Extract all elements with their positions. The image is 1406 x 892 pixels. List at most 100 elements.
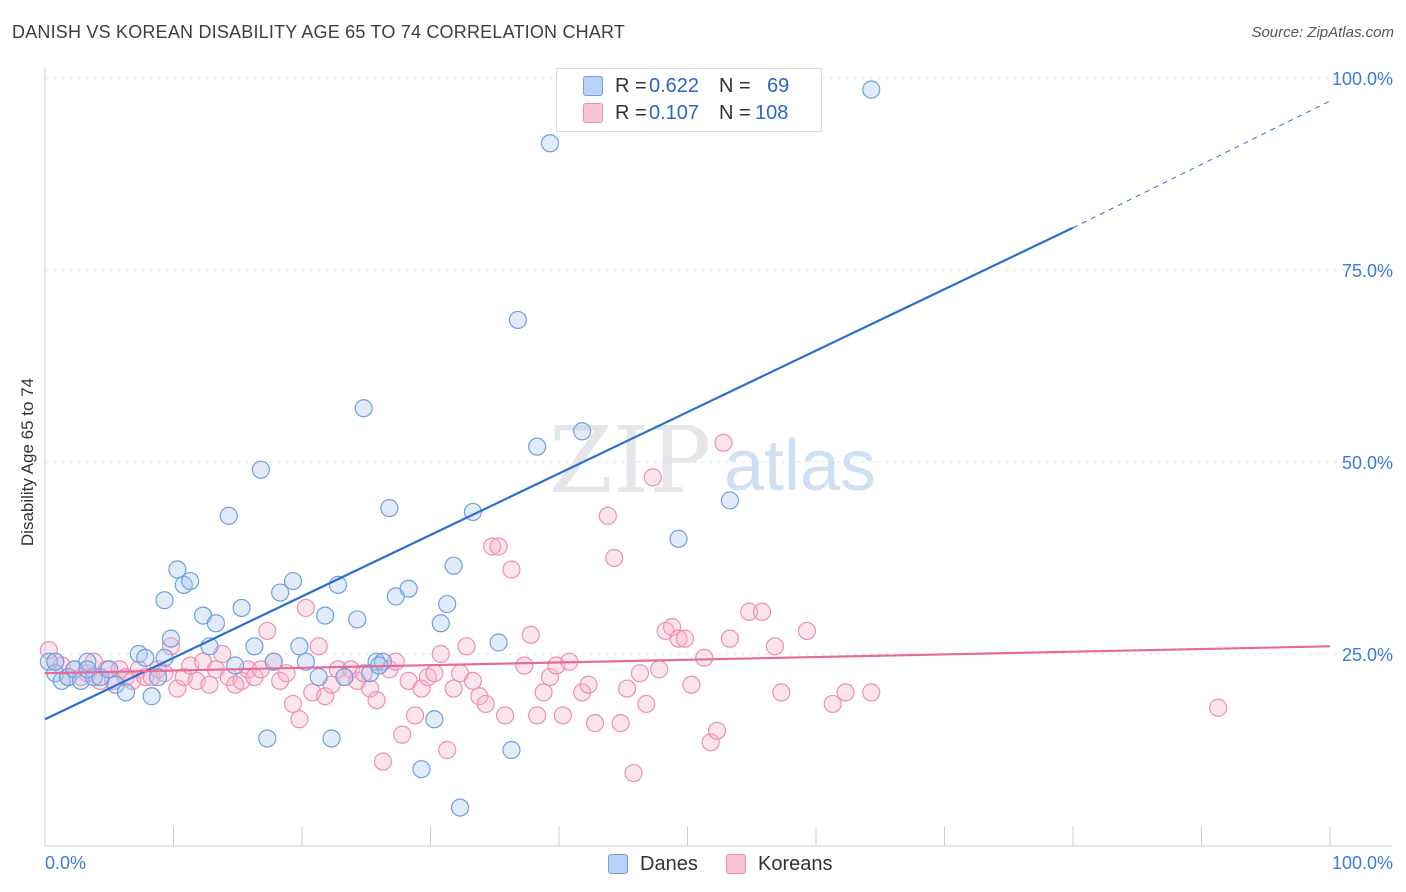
korean-point <box>650 660 669 679</box>
korean-point <box>521 625 540 644</box>
korean-point <box>637 694 656 714</box>
danes-swatch <box>608 854 628 874</box>
dane-point <box>161 629 181 648</box>
dane-point <box>489 633 508 652</box>
dane-point <box>508 310 527 330</box>
dane-point <box>528 437 547 456</box>
korean-point <box>168 679 187 698</box>
korean-point <box>463 671 483 690</box>
danes-trend-line <box>44 226 1074 721</box>
source-label: Source: ZipAtlas.com <box>1251 24 1394 41</box>
korean-point <box>675 629 695 648</box>
dane-point <box>232 598 251 618</box>
korean-point <box>605 548 624 568</box>
dane-point <box>78 652 97 671</box>
axes <box>44 68 1392 847</box>
dane-point <box>425 710 444 729</box>
korean-point <box>309 637 328 656</box>
danes-label: Danes <box>640 852 698 875</box>
dane-point <box>155 591 174 610</box>
dane-point <box>206 614 226 633</box>
korean-point <box>200 675 219 694</box>
legend-row-danes: R = 0.622 N = 69 <box>583 74 789 98</box>
korean-point <box>290 710 309 729</box>
koreans-label: Koreans <box>758 852 833 875</box>
dane-point <box>39 652 58 671</box>
korean-point <box>618 679 637 698</box>
korean-point <box>515 656 534 675</box>
dane-point <box>142 687 161 706</box>
bottom-legend-danes: Danes <box>608 852 698 876</box>
korean-point <box>316 687 335 706</box>
korean-point <box>405 706 425 725</box>
legend-n-label: N = <box>719 74 751 97</box>
korean-point <box>765 637 784 656</box>
korean-point <box>695 648 714 667</box>
dane-point <box>116 683 136 702</box>
korean-point <box>553 706 572 725</box>
dane-point <box>444 556 463 575</box>
korean-point <box>701 733 720 752</box>
dane-point <box>245 637 264 656</box>
dane-point <box>283 571 303 591</box>
watermark-atlas: atlas <box>724 426 876 506</box>
korean-point <box>438 740 457 760</box>
korean-point <box>161 637 181 656</box>
tick-labels: 25.0% 50.0% 75.0% 100.0% 0.0% 100.0% Disabilit… <box>18 69 1393 873</box>
dane-point <box>316 606 335 625</box>
chart-title: DANISH VS KOREAN DISABILITY AGE 65 TO 74… <box>12 22 626 42</box>
x-tick-label: 100.0% <box>1332 853 1393 873</box>
korean-point <box>669 629 688 648</box>
korean-point <box>682 675 701 694</box>
danes-swatch <box>583 76 603 96</box>
korean-point <box>361 679 380 698</box>
dane-point <box>540 134 560 153</box>
korean-point <box>598 506 617 525</box>
legend-row-koreans: R = 0.107 N = 108 <box>583 101 788 125</box>
dane-point <box>431 614 450 633</box>
korean-point <box>1209 698 1228 717</box>
y-axis-label: Disability Age 65 to 74 <box>18 378 37 546</box>
korean-point <box>476 694 495 714</box>
dane-point <box>168 560 187 579</box>
legend-n-value: 108 <box>755 101 789 124</box>
dane-point <box>100 660 119 679</box>
korean-point <box>354 664 373 683</box>
korean-point <box>540 667 560 687</box>
y-tick-label: 25.0% <box>1342 645 1393 665</box>
korean-point <box>630 664 650 683</box>
legend-r-value: 0.107 <box>649 101 700 124</box>
y-tick-label: 75.0% <box>1342 261 1393 281</box>
korean-point <box>579 675 598 694</box>
legend-n-label: N = <box>719 101 751 124</box>
dane-point <box>335 667 354 687</box>
dane-point <box>296 652 315 671</box>
korean-point <box>296 598 315 618</box>
korean-point <box>534 683 553 702</box>
watermark-zip: ZIP <box>549 407 711 514</box>
dane-point <box>354 399 373 418</box>
korean-point <box>528 706 547 725</box>
korean-point <box>611 714 630 733</box>
dane-point <box>450 798 470 817</box>
korean-point <box>495 706 515 725</box>
danes-trend-extension <box>1072 100 1331 229</box>
bottom-legend-koreans: Koreans <box>726 852 833 876</box>
dane-point <box>412 760 431 779</box>
dane-point <box>148 667 168 687</box>
dane-point <box>78 660 97 679</box>
dane-point <box>380 498 399 518</box>
legend-r-label: R = <box>615 74 647 97</box>
korean-point <box>714 433 733 452</box>
korean-point <box>489 537 508 556</box>
koreans-swatch <box>726 854 746 874</box>
korean-point <box>862 683 881 702</box>
dane-point <box>136 648 155 667</box>
korean-point <box>283 694 303 714</box>
dane-point <box>862 80 881 99</box>
dane-point <box>322 729 341 748</box>
korean-point <box>797 621 817 641</box>
korean-point <box>457 637 476 656</box>
dane-point <box>271 583 290 602</box>
